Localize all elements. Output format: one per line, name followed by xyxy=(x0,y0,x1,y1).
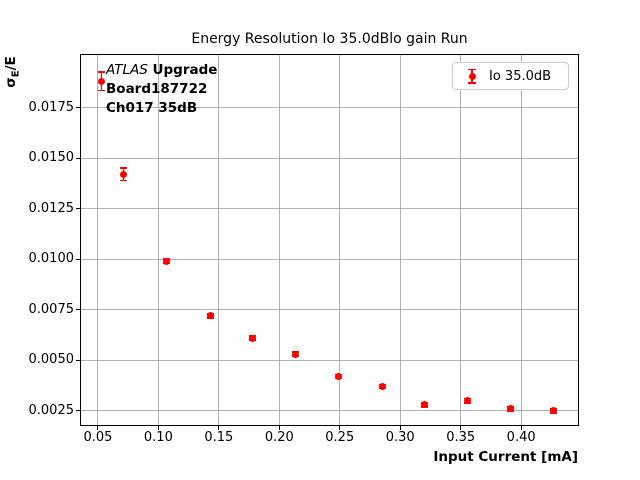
gridline-horizontal xyxy=(81,157,578,159)
x-tick-mark xyxy=(278,426,280,430)
gridline-horizontal xyxy=(81,359,578,361)
y-tick-label: 0.0100 xyxy=(28,251,75,267)
errorbar-cap-top xyxy=(98,71,106,73)
plot-area xyxy=(81,55,578,425)
data-point xyxy=(378,383,386,391)
x-tick-label: 0.15 xyxy=(204,430,234,445)
data-point xyxy=(119,170,127,178)
gridline-vertical xyxy=(97,55,99,425)
gridline-horizontal xyxy=(81,258,578,260)
y-tick-label: 0.0025 xyxy=(28,402,75,418)
gridline-vertical xyxy=(278,55,280,425)
data-point xyxy=(335,372,343,380)
gridline-vertical xyxy=(157,55,159,425)
x-tick-label: 0.25 xyxy=(325,430,355,445)
x-tick-mark xyxy=(399,426,401,430)
data-point xyxy=(206,312,214,320)
legend-errorbar-cap-bottom xyxy=(468,82,476,84)
x-tick-mark xyxy=(339,426,341,430)
x-tick-mark xyxy=(218,426,220,430)
y-tick-label: 0.0075 xyxy=(28,301,75,317)
y-axis-label-rest: /E xyxy=(3,56,19,71)
y-tick-mark xyxy=(76,208,80,210)
y-tick-mark xyxy=(76,309,80,311)
errorbar-cap-bottom xyxy=(98,89,106,92)
y-tick-mark xyxy=(76,410,80,412)
annotation-line-3: Ch017 35dB xyxy=(106,100,198,116)
data-point xyxy=(249,334,257,342)
x-tick-label: 0.35 xyxy=(446,430,476,445)
gridline-horizontal xyxy=(81,309,578,311)
x-tick-mark xyxy=(97,426,99,430)
y-tick-mark xyxy=(76,258,80,260)
y-axis-label-subscript: E xyxy=(10,70,22,78)
y-tick-label: 0.0125 xyxy=(28,200,75,216)
gridline-horizontal xyxy=(81,208,578,210)
data-point xyxy=(464,397,472,405)
y-axis-label: σE/E xyxy=(3,36,22,108)
plot-border xyxy=(80,54,579,426)
y-tick-mark xyxy=(76,107,80,109)
x-tick-label: 0.40 xyxy=(506,430,536,445)
data-point xyxy=(550,407,558,415)
data-point xyxy=(163,257,171,265)
gridline-vertical xyxy=(339,55,341,425)
errorbar-cap-bottom xyxy=(119,179,127,182)
errorbar-cap-top xyxy=(119,167,127,169)
data-point xyxy=(506,405,514,413)
gridline-vertical xyxy=(218,55,220,425)
annotation-atlas: ATLAS xyxy=(106,62,148,78)
legend: Io 35.0dB xyxy=(452,62,569,90)
data-point xyxy=(98,77,106,85)
y-tick-mark xyxy=(76,359,80,361)
y-tick-mark xyxy=(76,157,80,159)
x-tick-label: 0.30 xyxy=(385,430,415,445)
annotation-upgrade: Upgrade xyxy=(147,62,218,78)
errorbar-marker-icon xyxy=(462,66,482,86)
data-point xyxy=(420,401,428,409)
chart-title: Energy Resolution Io 35.0dBlo gain Run xyxy=(191,31,468,47)
gridline-vertical xyxy=(520,55,522,425)
x-axis-label: Input Current [mA] xyxy=(433,449,578,465)
y-tick-label: 0.0050 xyxy=(28,352,75,368)
data-point xyxy=(291,350,299,358)
gridline-vertical xyxy=(460,55,462,425)
x-tick-label: 0.05 xyxy=(83,430,113,445)
x-tick-label: 0.10 xyxy=(143,430,173,445)
x-tick-mark xyxy=(460,426,462,430)
y-axis-label-sigma: σ xyxy=(3,77,19,88)
gridline-vertical xyxy=(399,55,401,425)
y-tick-label: 0.0175 xyxy=(28,99,75,115)
y-tick-label: 0.0150 xyxy=(28,150,75,166)
annotation-line-2: Board187722 xyxy=(106,81,208,97)
gridline-horizontal xyxy=(81,410,578,412)
x-tick-label: 0.20 xyxy=(264,430,294,445)
gridline-horizontal xyxy=(81,107,578,109)
x-tick-mark xyxy=(157,426,159,430)
plot-annotation: ATLAS Upgrade Board187722 Ch017 35dB xyxy=(106,61,217,118)
x-tick-mark xyxy=(520,426,522,430)
legend-marker-dot xyxy=(468,72,476,80)
annotation-line-1: ATLAS Upgrade xyxy=(106,61,217,80)
legend-label: Io 35.0dB xyxy=(489,68,552,84)
